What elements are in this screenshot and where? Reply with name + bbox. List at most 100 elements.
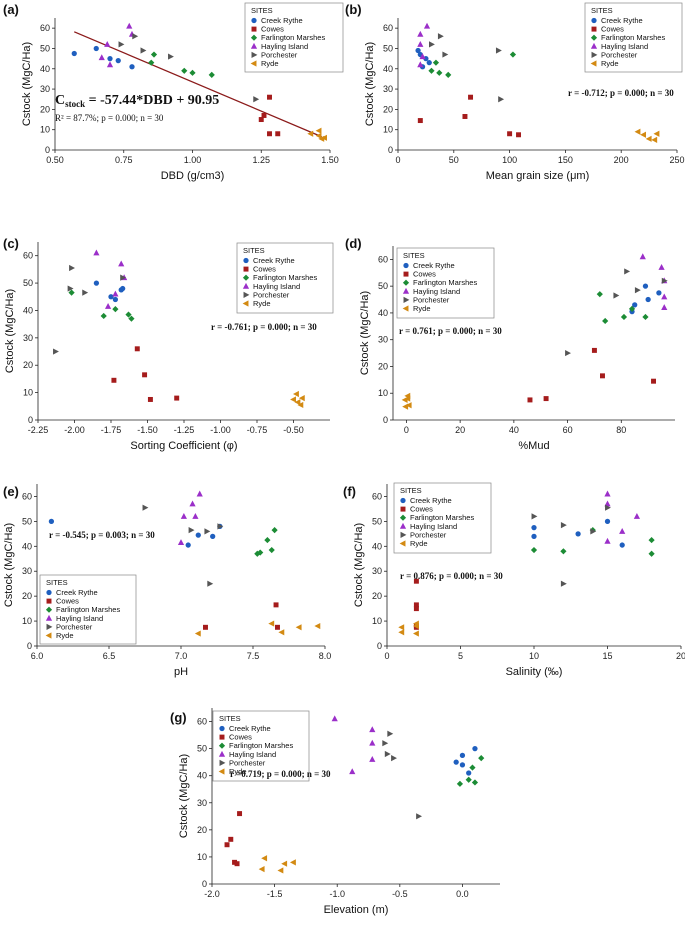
data-point	[619, 542, 625, 548]
data-point	[189, 69, 196, 76]
x-tick-label: -1.00	[210, 425, 231, 435]
x-tick-label: 6.5	[103, 651, 116, 661]
y-axis-label: Cstock (MgC/Ha)	[21, 42, 33, 126]
legend-item: Ryde	[601, 59, 619, 68]
panel-label: (b)	[345, 2, 362, 17]
data-point	[634, 287, 641, 294]
legend-marker	[591, 17, 597, 24]
x-tick-label: 0.50	[46, 155, 64, 165]
data-point	[112, 305, 119, 313]
data-point	[656, 290, 662, 296]
x-tick-label: 200	[614, 155, 629, 165]
data-point	[495, 47, 502, 54]
legend-item: Hayling Island	[253, 282, 300, 291]
legend-item: Cowes	[413, 270, 436, 279]
data-point	[68, 289, 75, 296]
panel-f: (f) 0 5 10 15 20 0 10 20 30 40 50 60 Salinity (‰) Csto…	[343, 482, 685, 678]
legend-title: SITES	[46, 578, 68, 587]
x-tick-label: -1.5	[267, 889, 283, 899]
legend-item: Farlington Marshes	[56, 605, 120, 614]
y-tick-label: 30	[23, 333, 33, 343]
data-point	[112, 296, 119, 303]
legend-marker	[242, 282, 250, 289]
data-point	[217, 523, 224, 530]
y-tick-label: 0	[27, 641, 32, 651]
data-point	[600, 373, 605, 379]
legend-item: Porchester	[229, 758, 266, 767]
y-axis-label: Cstock (MgC/Ha)	[3, 523, 15, 607]
legend-item: Creek Rythe	[229, 724, 271, 733]
data-point	[115, 58, 121, 64]
legend-marker	[46, 589, 52, 596]
equation-symbol: C	[55, 93, 65, 108]
data-point	[415, 47, 421, 54]
data-point	[428, 67, 435, 74]
data-point	[331, 715, 338, 722]
y-tick-label: 50	[378, 281, 388, 291]
x-axis-label: pH	[174, 666, 188, 678]
data-point	[195, 532, 201, 538]
data-point	[651, 378, 656, 384]
data-point	[604, 490, 611, 497]
data-point	[620, 313, 628, 321]
data-point	[613, 292, 620, 299]
data-point	[633, 512, 640, 519]
y-tick-label: 10	[23, 388, 33, 398]
data-point	[404, 395, 411, 402]
data-point	[531, 533, 537, 539]
y-tick-label: 50	[23, 278, 33, 288]
data-point	[412, 630, 419, 637]
data-point	[436, 69, 443, 76]
data-point	[653, 130, 660, 137]
legend-marker	[243, 266, 249, 272]
legend-title: SITES	[400, 486, 422, 495]
data-point	[298, 394, 305, 402]
y-tick-label: 20	[372, 591, 382, 601]
x-tick-label: 7.5	[247, 651, 260, 661]
data-point	[289, 859, 296, 866]
data-point	[384, 750, 391, 758]
data-point	[456, 780, 464, 787]
x-tick-label: 1.25	[252, 155, 270, 165]
data-point	[295, 624, 302, 631]
y-tick-label: 30	[383, 84, 393, 94]
data-point	[413, 602, 419, 608]
data-point	[98, 54, 105, 61]
stat-annotation: r = -0.761; p = 0.000; n = 30	[211, 322, 317, 332]
stat-annotation: r = -0.712; p = 0.000; n = 30	[568, 88, 674, 98]
x-tick-label: 1.00	[184, 155, 202, 165]
x-tick-label: 10	[529, 651, 539, 661]
legend-box	[393, 482, 492, 554]
y-tick-label: 40	[372, 541, 382, 551]
legend-marker	[400, 497, 406, 504]
x-tick-label: 100	[502, 155, 517, 165]
x-tick-label: 250	[669, 155, 684, 165]
legend-item: Creek Rythe	[413, 261, 455, 270]
data-point	[405, 402, 412, 409]
legend-item: Hayling Island	[413, 287, 460, 296]
data-point	[132, 33, 139, 40]
regression-equation: Cstock = -57.44*DBD + 90.95	[55, 93, 219, 109]
data-point	[181, 67, 188, 74]
legend-marker	[402, 305, 409, 312]
data-point	[648, 536, 655, 544]
legend-item: Creek Rythe	[253, 256, 295, 265]
data-point	[177, 539, 185, 546]
legend-box	[584, 2, 683, 73]
legend-marker	[591, 26, 597, 32]
regression-line	[73, 31, 323, 138]
legend-item: Hayling Island	[410, 522, 457, 531]
legend-marker	[399, 522, 407, 529]
y-tick-label: 40	[383, 64, 393, 74]
data-point	[125, 311, 132, 318]
data-point	[203, 624, 208, 630]
x-tick-label: 0	[395, 155, 400, 165]
data-point	[426, 60, 432, 66]
legend-item: Hayling Island	[601, 42, 648, 51]
equation-subscript: stock	[65, 99, 85, 109]
data-point	[107, 55, 113, 62]
